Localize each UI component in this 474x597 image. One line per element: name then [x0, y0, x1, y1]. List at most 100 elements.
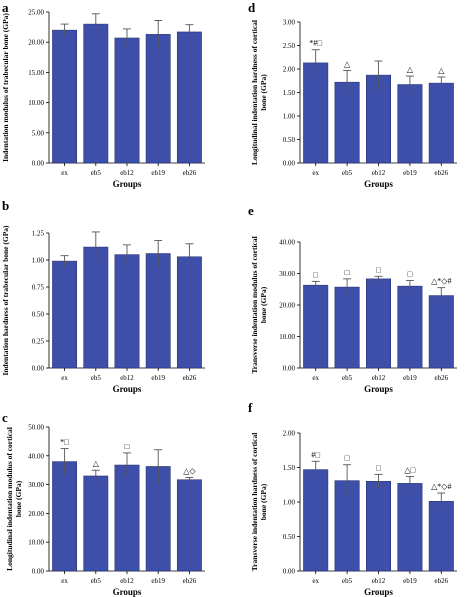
- x-axis-title: Groups: [113, 179, 142, 189]
- y-axis-title-line: Transverse indentation modulus of cortic…: [250, 236, 259, 373]
- bar-eb5: [83, 23, 109, 164]
- bar-eb19: [397, 483, 423, 572]
- y-tick-label: 20.00: [28, 39, 44, 47]
- y-tick-label: 1.50: [283, 464, 296, 472]
- significance-marker: △*◇#: [431, 277, 451, 286]
- x-axis-title: Groups: [364, 179, 393, 189]
- y-tick-label: 0.50: [283, 533, 296, 541]
- bar-ex: [303, 284, 329, 369]
- x-tick-label: ex: [61, 374, 68, 382]
- y-tick-label: 20.00: [279, 302, 295, 310]
- y-tick-label: 10.00: [28, 539, 44, 547]
- bar-eb5: [83, 246, 109, 369]
- y-tick-label: 20.00: [28, 510, 44, 518]
- x-tick-label: eb26: [434, 374, 448, 382]
- y-tick-label: 1.25: [32, 230, 45, 238]
- y-tick-label: 0.50: [283, 136, 296, 144]
- x-tick-label: eb26: [434, 577, 448, 585]
- bar-eb19: [145, 466, 171, 572]
- bar-eb26: [428, 295, 454, 369]
- bar-eb12: [114, 464, 140, 572]
- significance-marker: □: [345, 268, 350, 277]
- x-tick-label: eb19: [403, 374, 417, 382]
- y-tick-label: 0.00: [32, 365, 45, 373]
- bar-eb26: [176, 31, 202, 164]
- bar-eb5: [334, 81, 360, 164]
- x-tick-label: eb19: [151, 169, 165, 177]
- significance-marker: △: [407, 65, 414, 74]
- bar-eb19: [145, 253, 171, 369]
- y-tick-label: 2.00: [283, 430, 296, 438]
- significance-marker: *□: [60, 438, 69, 447]
- x-tick-label: eb12: [120, 577, 134, 585]
- significance-marker: △□: [404, 465, 415, 474]
- bar-ex: [303, 62, 329, 164]
- y-tick-label: 0.00: [283, 365, 296, 373]
- x-tick-label: eb12: [120, 169, 134, 177]
- significance-marker: □: [376, 463, 381, 472]
- bar-eb12: [366, 278, 391, 369]
- x-tick-label: eb5: [91, 169, 102, 177]
- significance-marker: △: [344, 59, 351, 68]
- x-tick-label: eb12: [120, 374, 134, 382]
- y-tick-label: 5.00: [32, 129, 45, 137]
- x-tick-label: ex: [312, 577, 319, 585]
- x-tick-label: eb5: [342, 169, 353, 177]
- x-tick-label: eb19: [403, 169, 417, 177]
- bar-eb5: [83, 475, 109, 572]
- x-axis-title: Groups: [364, 587, 393, 597]
- bar-ex: [52, 461, 78, 572]
- significance-marker: □: [376, 265, 381, 274]
- y-tick-label: 2.00: [283, 66, 296, 74]
- x-tick-label: eb5: [91, 577, 102, 585]
- x-tick-label: eb19: [403, 577, 417, 585]
- bar-eb12: [366, 74, 391, 164]
- y-tick-label: 30.00: [279, 270, 295, 278]
- x-tick-label: eb5: [342, 374, 353, 382]
- significance-marker: △: [93, 459, 100, 468]
- y-axis-title-line: Longitudinal indentation modulus of cort…: [5, 427, 14, 571]
- bar-eb12: [114, 37, 140, 164]
- x-axis-title: Groups: [113, 587, 142, 597]
- y-axis-title-line: Transverse indentation hardness of corti…: [250, 433, 259, 572]
- y-axis-title: Longitudinal indentation modulus of cort…: [5, 427, 23, 571]
- bar-eb12: [114, 254, 140, 369]
- y-tick-label: 30.00: [28, 481, 44, 489]
- y-axis-title: Transverse indentation modulus of cortic…: [250, 236, 268, 373]
- x-tick-label: eb12: [372, 374, 386, 382]
- y-axis-title-line: Indentation hardness of trabecular bone …: [1, 225, 10, 376]
- significance-marker: □: [313, 270, 318, 279]
- bar-eb19: [397, 84, 423, 164]
- y-tick-label: 0.00: [32, 160, 45, 168]
- y-axis-title: Indentation hardness of trabecular bone …: [1, 225, 10, 376]
- bar-eb19: [145, 34, 171, 164]
- y-axis-title-line: bone (GPa): [259, 286, 268, 323]
- x-tick-label: eb19: [151, 374, 165, 382]
- y-axis-title: Indentation modulus of trabecular bone (…: [1, 13, 10, 162]
- bar-eb26: [176, 256, 202, 369]
- y-tick-label: 1.50: [283, 89, 296, 97]
- x-tick-label: eb26: [183, 577, 197, 585]
- y-tick-label: 0.00: [283, 568, 296, 576]
- bar-eb19: [397, 285, 423, 369]
- y-axis-title-line: bone (GPa): [259, 74, 268, 111]
- x-axis-title: Groups: [364, 384, 393, 394]
- significance-marker: □: [407, 269, 412, 278]
- bar-eb26: [176, 479, 202, 572]
- y-tick-label: 0.50: [32, 311, 45, 319]
- y-axis-title-line: bone (GPa): [259, 483, 268, 520]
- x-tick-label: eb12: [372, 169, 386, 177]
- y-tick-label: 25.00: [28, 9, 44, 17]
- x-tick-label: ex: [61, 577, 68, 585]
- significance-marker: △◇: [183, 466, 196, 475]
- panel-label-e: e: [248, 203, 254, 218]
- y-axis-title: Longitudinal indentation hardness of cor…: [250, 20, 268, 165]
- x-tick-label: eb26: [183, 374, 197, 382]
- y-tick-label: 1.00: [283, 113, 296, 121]
- x-tick-label: eb5: [342, 577, 353, 585]
- significance-marker: *#□: [309, 39, 322, 48]
- y-axis-title-line: Indentation modulus of trabecular bone (…: [1, 13, 10, 162]
- x-tick-label: ex: [312, 169, 319, 177]
- panel-label-f: f: [248, 400, 253, 415]
